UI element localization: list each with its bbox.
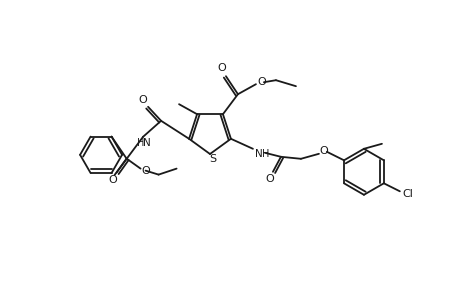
Text: H: H bbox=[137, 138, 145, 148]
Text: H: H bbox=[262, 149, 269, 159]
Text: O: O bbox=[265, 174, 274, 184]
Text: N: N bbox=[254, 149, 262, 159]
Text: O: O bbox=[217, 63, 226, 73]
Text: S: S bbox=[209, 154, 216, 164]
Text: Cl: Cl bbox=[402, 189, 412, 199]
Text: N: N bbox=[143, 138, 151, 148]
Text: O: O bbox=[257, 77, 266, 87]
Text: O: O bbox=[319, 146, 328, 156]
Text: O: O bbox=[141, 166, 150, 176]
Text: O: O bbox=[139, 95, 147, 105]
Text: O: O bbox=[108, 175, 117, 184]
